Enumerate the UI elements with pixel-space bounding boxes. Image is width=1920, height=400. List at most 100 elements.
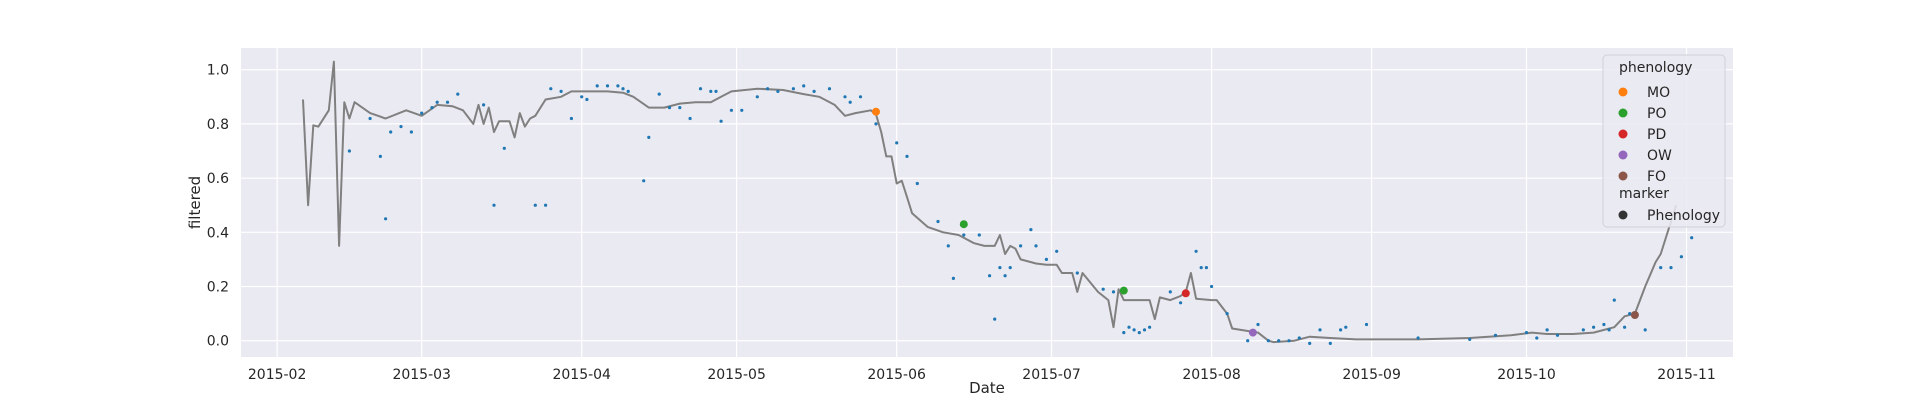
scatter-point: [1137, 331, 1141, 335]
scatter-point: [848, 100, 852, 104]
scatter-point: [621, 87, 625, 91]
scatter-point: [1592, 325, 1596, 329]
plot-background: [241, 48, 1733, 357]
scatter-point: [1256, 322, 1260, 327]
scatter-point: [533, 203, 537, 207]
scatter-point: [1075, 271, 1079, 275]
scatter-point: [1148, 325, 1152, 329]
scatter-point: [1029, 228, 1033, 232]
legend-marker-ow: [1618, 150, 1628, 160]
scatter-point: [993, 317, 997, 321]
scatter-point: [642, 179, 646, 183]
scatter-point: [1339, 328, 1343, 332]
series-line-group: [302, 60, 1678, 344]
x-tick-label: 2015-03: [392, 367, 451, 383]
scatter-point: [1364, 322, 1369, 327]
tick-labels: 2015-02 2015-03 2015-04 2015-05 2015-06 2015-…: [207, 63, 1716, 383]
x-tick-label: 2015-08: [1182, 367, 1241, 383]
scatter-point: [482, 103, 486, 107]
scatter-point: [585, 97, 589, 102]
scatter-point: [389, 130, 393, 134]
series-line: [302, 60, 1678, 344]
scatter-point: [1199, 266, 1203, 270]
y-tick-label: 0.2: [207, 280, 229, 296]
scatter-point: [1555, 333, 1560, 337]
y-axis-label: filtered: [186, 176, 204, 229]
x-tick-label: 2015-04: [552, 367, 611, 383]
scatter-point: [409, 130, 413, 134]
scatter-point: [1225, 312, 1229, 316]
legend-marker-po: [1618, 108, 1628, 118]
scatter-point: [895, 141, 899, 145]
scatter-point: [776, 89, 780, 93]
scatter-point: [1669, 266, 1673, 270]
legend-label-fo: FO: [1647, 169, 1666, 185]
scatter-point: [1142, 328, 1147, 332]
scatter-point: [1659, 266, 1663, 270]
x-tick-label: 2015-10: [1497, 367, 1556, 383]
scatter-point: [1679, 255, 1683, 259]
scatter-point: [951, 276, 956, 280]
legend-marker-phenology: [1618, 210, 1628, 220]
phenology-point-po: [959, 220, 968, 229]
scatter-point: [719, 119, 723, 123]
scatter-point: [962, 233, 966, 237]
scatter-point: [998, 266, 1002, 270]
scatter-point: [802, 84, 806, 88]
scatter-point: [1535, 336, 1539, 340]
scatter-point: [1127, 325, 1131, 329]
scatter-point: [1194, 249, 1198, 253]
x-axis-label: Date: [969, 379, 1005, 397]
scatter-point: [843, 95, 847, 99]
scatter-point: [874, 122, 878, 126]
y-tick-label: 0.6: [207, 171, 229, 187]
scatter-point: [657, 92, 661, 96]
x-tick-label: 2015-06: [867, 367, 926, 383]
scatter-point: [1318, 328, 1322, 332]
scatter-point: [549, 87, 553, 91]
legend-marker-pd: [1618, 129, 1628, 139]
scatter-point: [688, 116, 692, 121]
legend-label-mo: MO: [1647, 85, 1670, 101]
phenology-points-group: [872, 107, 1639, 337]
scatter-point: [1277, 339, 1281, 343]
scatter-point: [1468, 337, 1472, 341]
legend-label-ow: OW: [1647, 148, 1672, 164]
scatter-point: [936, 219, 940, 224]
phenology-point-ow: [1248, 328, 1257, 337]
y-tick-label: 0.4: [207, 225, 229, 241]
scatter-point: [1019, 244, 1023, 248]
scatter-point: [977, 233, 981, 237]
grid-lines: [241, 48, 1733, 357]
y-tick-label: 0.0: [207, 334, 229, 350]
scatter-point: [559, 89, 563, 93]
scatter-point: [544, 203, 548, 207]
scatter-point: [1122, 331, 1126, 335]
scatter-point: [595, 84, 599, 88]
scatter-point: [915, 181, 919, 186]
scatter-point: [502, 146, 506, 150]
scatter-point: [1204, 266, 1208, 270]
scatter-point: [812, 89, 816, 93]
phenology-point-po: [1119, 286, 1128, 295]
y-tick-label: 1.0: [207, 63, 229, 79]
scatter-point: [1034, 244, 1038, 248]
scatter-point: [1328, 341, 1332, 345]
scatter-point: [616, 84, 620, 88]
scatter-point: [946, 244, 950, 248]
scatter-point: [1493, 333, 1498, 337]
scatter-point: [755, 95, 759, 99]
scatter-point: [378, 154, 382, 158]
scatter-point: [569, 116, 574, 121]
scatter-points-group: [347, 84, 1694, 345]
scatter-point: [1210, 284, 1214, 289]
scatter-point: [430, 106, 434, 110]
scatter-point: [791, 87, 796, 91]
scatter-point: [580, 95, 584, 99]
scatter-point: [709, 89, 713, 93]
scatter-point: [647, 135, 651, 139]
scatter-point: [667, 106, 672, 110]
scatter-point: [1607, 328, 1611, 332]
